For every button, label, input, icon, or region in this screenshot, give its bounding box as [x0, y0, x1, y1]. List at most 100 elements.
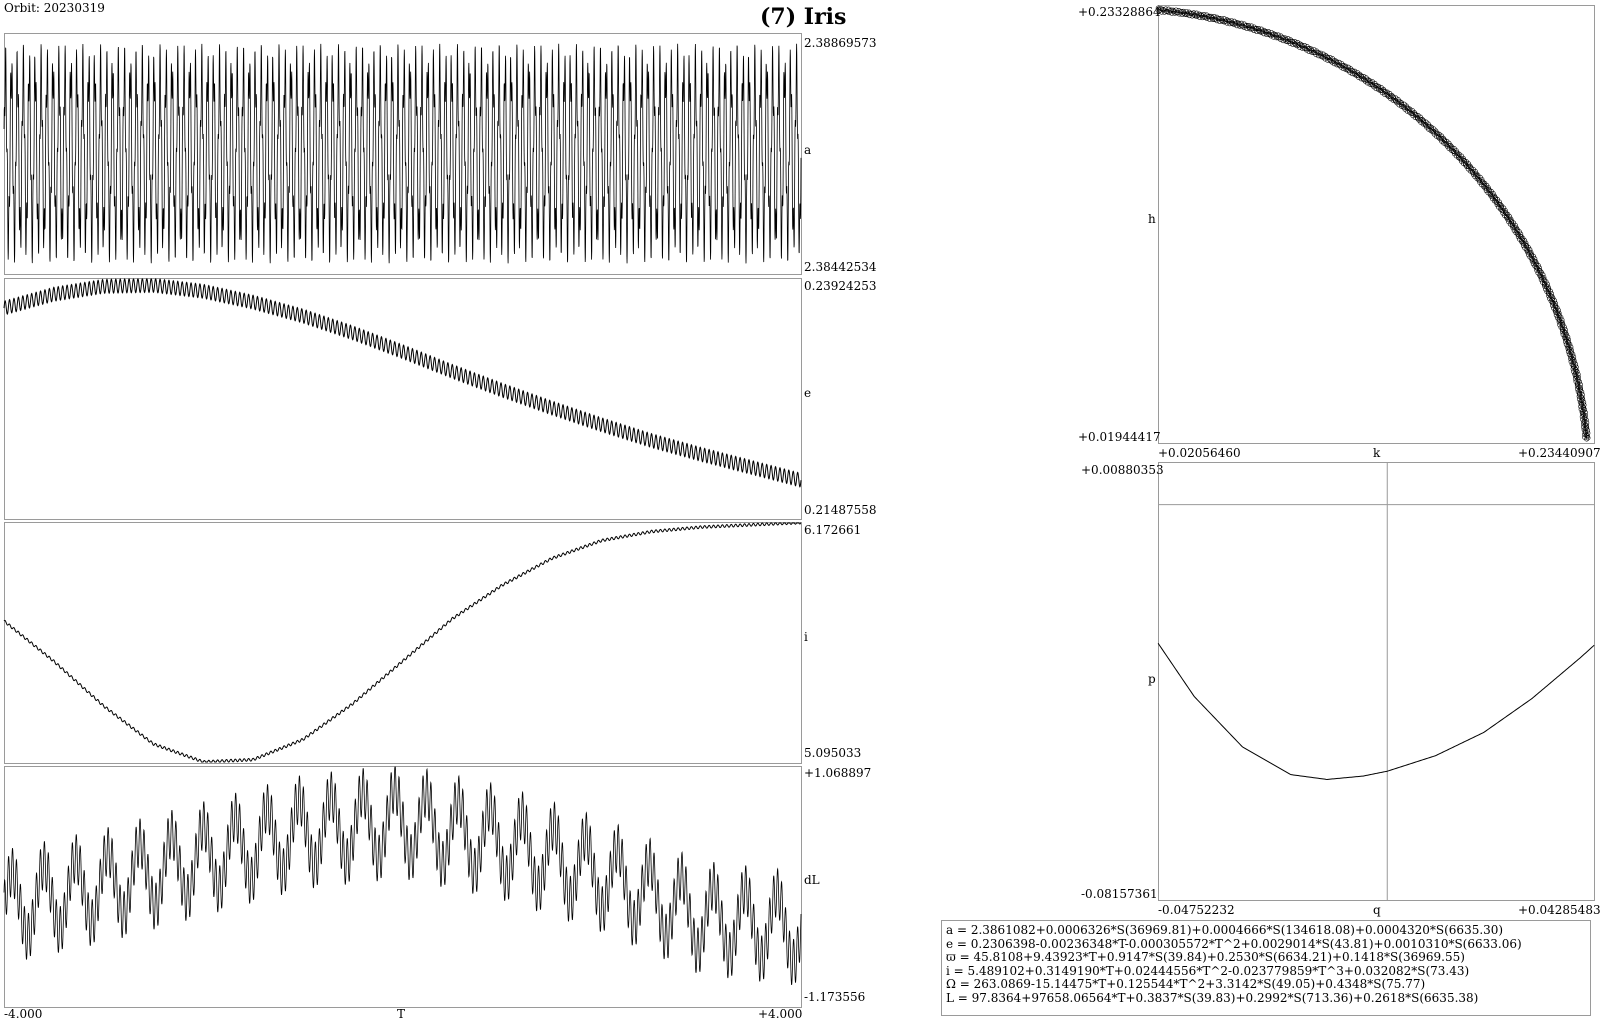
page-title: (7) Iris — [760, 4, 847, 30]
hk-point — [1490, 193, 1496, 199]
hk-point — [1176, 11, 1182, 17]
hk-point — [1182, 11, 1188, 17]
i-ylabel: i — [804, 630, 808, 644]
formula-a: a = 2.3861082+0.0006326*S(36969.81)+0.00… — [946, 923, 1504, 937]
hk-point — [1496, 204, 1502, 210]
orbit-label: Orbit: 20230319 — [4, 1, 105, 15]
hk-point — [1465, 163, 1471, 169]
h-ytick-top: +0.23328864 — [1078, 5, 1161, 19]
hk-point — [1302, 46, 1308, 52]
hk-point — [1576, 393, 1582, 399]
hk-point — [1537, 268, 1543, 274]
hk-point — [1579, 389, 1585, 395]
hk-point — [1407, 108, 1413, 114]
p-ytick-bottom: -0.08157361 — [1081, 887, 1158, 901]
q-xtick-left: -0.04752232 — [1158, 903, 1235, 917]
hk-point — [1273, 35, 1279, 41]
hk-point — [1223, 18, 1229, 24]
hk-point — [1584, 420, 1590, 426]
hk-point — [1192, 13, 1198, 19]
hk-point — [1465, 166, 1471, 172]
hk-point — [1548, 291, 1554, 297]
hk-point — [1260, 29, 1266, 35]
hk-point — [1280, 38, 1286, 44]
hk-point — [1580, 404, 1586, 410]
k-xtick-left: +0.02056460 — [1158, 446, 1241, 460]
hk-point — [1349, 71, 1355, 77]
hk-point — [1577, 382, 1583, 388]
hk-point — [1214, 18, 1220, 24]
i-ytick-bottom: 5.095033 — [804, 746, 862, 760]
formula-omega: Ω = 263.0869-15.14475*T+0.125544*T^2+3.3… — [946, 977, 1426, 991]
t-xlabel: T — [397, 1007, 406, 1021]
hk-point — [1537, 271, 1543, 277]
a-ytick-top: 2.38869573 — [804, 36, 877, 50]
a-series-line — [3, 43, 802, 264]
hk-point — [1288, 37, 1294, 43]
hk-point — [1314, 48, 1320, 54]
t-xtick-left: -4.000 — [4, 1007, 43, 1021]
hk-point — [1227, 21, 1233, 27]
hk-point — [1228, 18, 1234, 24]
hk-point — [1549, 297, 1555, 303]
hk-point — [1409, 108, 1415, 114]
hk-point — [1343, 67, 1349, 73]
hk-point — [1567, 341, 1573, 347]
hk-point — [1562, 333, 1568, 339]
hk-point — [1551, 298, 1557, 304]
hk-point — [1205, 14, 1211, 20]
pq-series-line — [1157, 642, 1595, 780]
hk-point — [1451, 151, 1457, 157]
hk-point — [1552, 300, 1558, 306]
hk-point — [1559, 317, 1565, 323]
hk-plot-frame — [1158, 5, 1595, 444]
hk-point — [1174, 10, 1180, 16]
hk-point — [1234, 23, 1240, 29]
t-xtick-right: +4.000 — [758, 1007, 803, 1021]
hk-point — [1290, 41, 1296, 47]
hk-point — [1581, 402, 1587, 408]
hk-point — [1486, 188, 1492, 194]
hk-point — [1555, 307, 1561, 313]
hk-point — [1334, 62, 1340, 68]
hk-point — [1271, 34, 1277, 40]
hk-point — [1361, 77, 1367, 83]
hk-point — [1508, 216, 1514, 222]
formula-panel: a = 2.3861082+0.0006326*S(36969.81)+0.00… — [941, 920, 1591, 1016]
hk-point — [1579, 411, 1585, 417]
hk-point — [1293, 42, 1299, 48]
hk-point — [1574, 383, 1580, 389]
hk-point — [1563, 330, 1569, 336]
hk-point — [1565, 334, 1571, 340]
hk-point — [1217, 18, 1223, 24]
hk-point — [1180, 8, 1186, 14]
e-plot-frame — [4, 278, 802, 520]
dL-ytick-bottom: -1.173556 — [804, 990, 866, 1004]
hk-point — [1584, 433, 1590, 439]
hk-point — [1579, 395, 1585, 401]
hk-point — [1532, 256, 1538, 262]
formula-i: i = 5.489102+0.3149190*T+0.02444556*T^2-… — [946, 963, 1470, 978]
hk-point — [1581, 421, 1587, 427]
pq-plot-frame — [1158, 462, 1595, 901]
i-ytick-top: 6.172661 — [804, 523, 862, 537]
a-ytick-bottom: 2.38442534 — [804, 260, 877, 274]
e-series-line — [3, 278, 802, 488]
hk-point — [1156, 8, 1162, 14]
hk-point — [1220, 19, 1226, 25]
dL-ytick-top: +1.068897 — [804, 766, 872, 780]
hk-point — [1384, 91, 1390, 97]
hk-point — [1367, 81, 1373, 87]
hk-point — [1237, 23, 1243, 29]
hk-point — [1189, 13, 1195, 19]
hk-point — [1502, 207, 1508, 213]
hk-point — [1536, 265, 1542, 271]
hk-point — [1211, 16, 1217, 22]
hk-point — [1315, 53, 1321, 59]
hk-point — [1309, 49, 1315, 55]
hk-point — [1278, 33, 1284, 39]
hk-point — [1571, 357, 1577, 363]
dL-ylabel: dL — [804, 873, 820, 887]
hk-point — [1573, 367, 1579, 373]
hk-point — [1540, 279, 1546, 285]
